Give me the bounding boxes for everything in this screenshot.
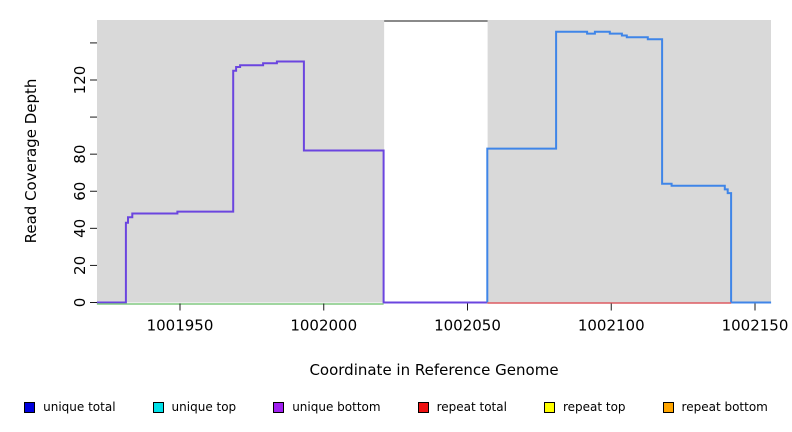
legend-label: repeat top [562, 400, 626, 414]
legend-swatch [543, 401, 555, 413]
y-tick-label: 60 [71, 182, 89, 201]
legend-label: repeat bottom [681, 400, 768, 414]
x-tick-label: 1002100 [578, 317, 645, 335]
x-axis-title: Coordinate in Reference Genome [309, 361, 559, 379]
legend-item-repeat-top: repeat top [543, 400, 626, 414]
legend-swatch [273, 401, 285, 413]
y-tick-label: 0 [71, 298, 89, 308]
x-tick-label: 1002050 [434, 317, 501, 335]
x-tick-label: 1002150 [722, 317, 789, 335]
y-tick-label: 120 [71, 66, 89, 95]
legend: unique total unique top unique bottom repea… [0, 400, 792, 414]
y-tick-label: 40 [71, 219, 89, 238]
legend-swatch [662, 401, 674, 413]
legend-label: unique top [171, 400, 237, 414]
legend-swatch [152, 401, 164, 413]
masked-repeat-region [384, 20, 488, 303]
legend-item-repeat-total: repeat total [417, 400, 507, 414]
legend-item-unique-total: unique total [24, 400, 116, 414]
series-unique-total-coverage [486, 30, 772, 304]
x-tick-label: 1001950 [147, 317, 214, 335]
y-axis-title: Read Coverage Depth [22, 78, 40, 244]
legend-item-repeat-bottom: repeat bottom [662, 400, 768, 414]
legend-item-unique-bottom: unique bottom [273, 400, 381, 414]
x-tick-label: 1002000 [290, 317, 357, 335]
y-tick-label: 80 [71, 145, 89, 164]
legend-swatch [24, 401, 36, 413]
legend-label: repeat total [436, 400, 507, 414]
legend-label: unique bottom [292, 400, 381, 414]
y-tick-label: 20 [71, 256, 89, 275]
plot-area: 1001950 1002000 1002050 1002100 1002150 0 20 40… [71, 20, 789, 335]
series-unique-bottom-coverage [96, 60, 488, 304]
legend-swatch [417, 401, 429, 413]
legend-item-unique-top: unique top [152, 400, 237, 414]
legend-label: unique total [43, 400, 116, 414]
